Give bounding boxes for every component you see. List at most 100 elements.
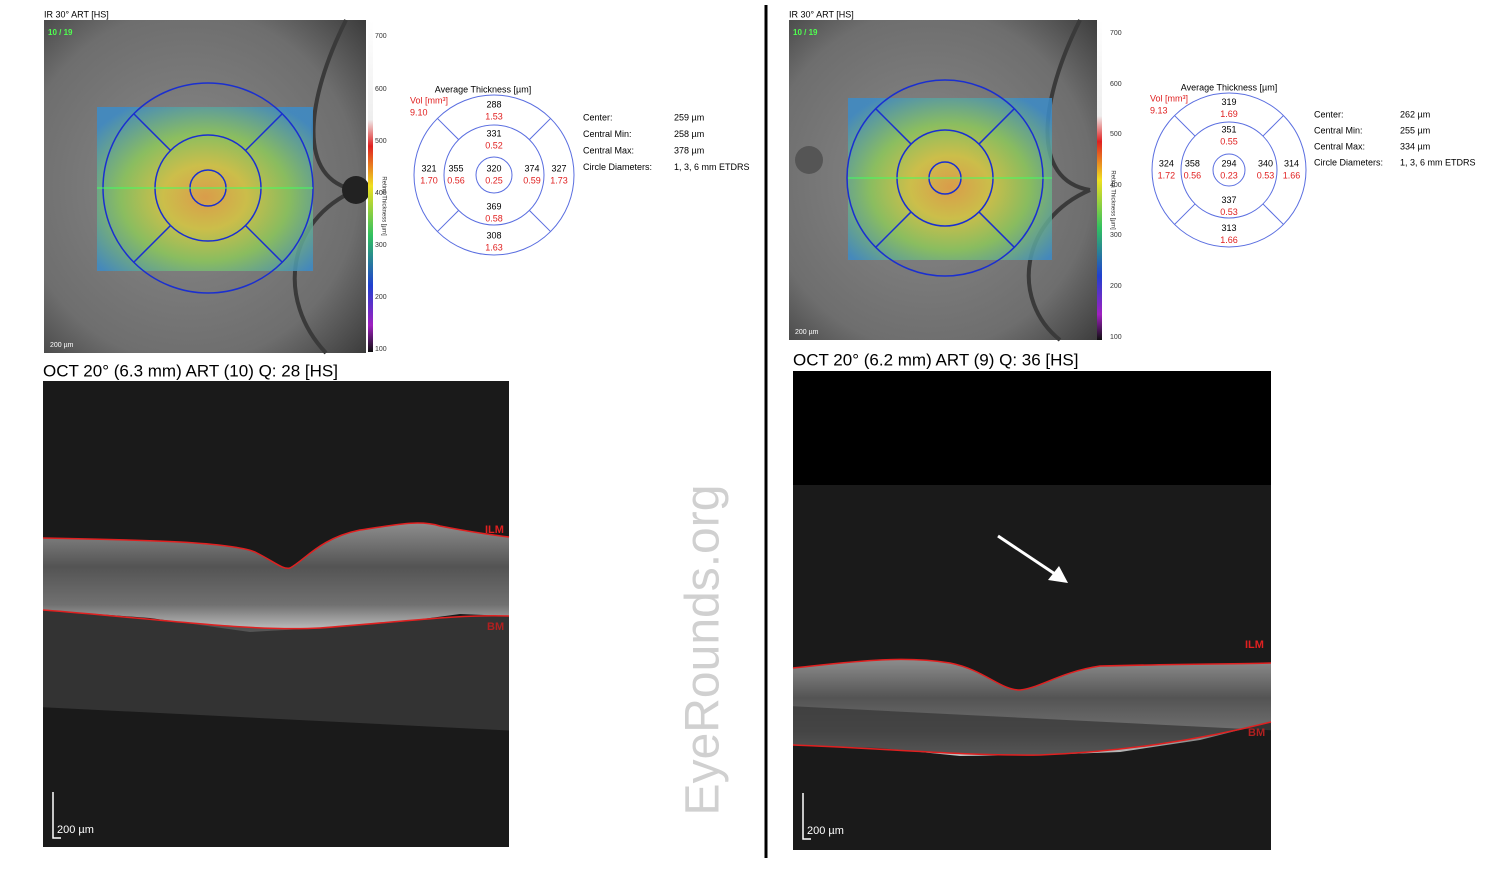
panel: IR 30° ART [HS] 10 / 19 200 µm 700 600 500 400… xyxy=(42,9,750,847)
stat-label: Circle Diameters: xyxy=(1314,157,1383,167)
stat-value: 262 µm xyxy=(1400,109,1430,119)
sector-volume: 1.66 xyxy=(1220,235,1238,245)
etdrs-chart-spoke xyxy=(1262,115,1284,137)
etdrs-chart-ring xyxy=(1151,92,1307,248)
sector-thickness: 374 xyxy=(524,163,539,173)
colorbar xyxy=(1097,20,1102,340)
etdrs-spoke xyxy=(875,211,912,248)
sector-thickness: 358 xyxy=(1185,158,1200,168)
sector-thickness: 294 xyxy=(1221,158,1236,168)
colorbar-tick: 200 xyxy=(375,294,387,301)
etdrs-chart-spoke xyxy=(1174,115,1196,137)
sector-volume: 1.53 xyxy=(485,111,503,121)
panel: IR 30° ART [HS] 10 / 19 200 µm 700 600 500 400… xyxy=(789,9,1476,850)
choroid xyxy=(793,706,1271,756)
thickness-title: Average Thickness [µm] xyxy=(1181,82,1277,92)
sector-volume: 0.56 xyxy=(1184,170,1202,180)
sector-volume: 1.69 xyxy=(1220,109,1238,119)
sector-thickness: 321 xyxy=(421,163,436,173)
stat-value: 1, 3, 6 mm ETDRS xyxy=(1400,157,1476,167)
arrow-head xyxy=(1048,566,1068,583)
sector-volume: 0.55 xyxy=(1220,137,1238,147)
etdrs-chart-spoke xyxy=(437,118,459,140)
thickness-overlay xyxy=(97,107,313,271)
etdrs-spoke xyxy=(244,224,283,263)
sector-thickness: 331 xyxy=(486,128,501,138)
etdrs-chart-spoke xyxy=(1262,203,1284,225)
etdrs-spoke xyxy=(133,224,172,263)
sector-thickness: 319 xyxy=(1221,97,1236,107)
sector-thickness: 314 xyxy=(1284,158,1299,168)
etdrs-spoke xyxy=(978,108,1015,145)
vol-label: Vol [mm³] xyxy=(1150,93,1188,103)
scale-bar xyxy=(802,793,811,840)
colorbar-tick: 500 xyxy=(375,138,387,145)
etdrs-chart-ring xyxy=(413,94,575,256)
etdrs-chart-spoke xyxy=(437,210,459,232)
stat-value: 1, 3, 6 mm ETDRS xyxy=(674,162,750,172)
thickness-title: Average Thickness [µm] xyxy=(435,84,531,94)
stat-label: Center: xyxy=(1314,109,1344,119)
sector-thickness: 308 xyxy=(486,230,501,240)
stat-value: 255 µm xyxy=(1400,125,1430,135)
etdrs-chart-ring xyxy=(1212,153,1246,187)
colorbar-tick: 300 xyxy=(375,242,387,249)
sector-volume: 0.23 xyxy=(1220,170,1238,180)
etdrs-chart-spoke xyxy=(1174,203,1196,225)
etdrs-chart-ring xyxy=(475,156,513,194)
bm-label: BM xyxy=(487,621,504,633)
optic-disc xyxy=(342,176,370,204)
optic-disc xyxy=(795,146,823,174)
stat-label: Central Max: xyxy=(1314,141,1365,151)
bm-line xyxy=(42,609,510,630)
stat-label: Circle Diameters: xyxy=(583,162,652,172)
stat-value: 334 µm xyxy=(1400,141,1430,151)
colorbar-tick: 100 xyxy=(375,346,387,353)
sector-volume: 0.56 xyxy=(447,175,465,185)
ir-label: IR 30° ART [HS] xyxy=(44,9,109,19)
colorbar xyxy=(368,20,373,352)
sector-volume: 1.70 xyxy=(420,175,438,185)
vol-total: 9.13 xyxy=(1150,105,1168,115)
oct-scale: 200 µm xyxy=(807,825,844,837)
frame-counter: 10 / 19 xyxy=(793,28,818,37)
ilm-line xyxy=(792,658,1272,691)
colorbar-tick: 700 xyxy=(1110,30,1122,37)
bm-label: BM xyxy=(1248,727,1265,739)
oct-scale: 200 µm xyxy=(57,824,94,836)
sector-thickness: 337 xyxy=(1221,195,1236,205)
frame-counter: 10 / 19 xyxy=(48,28,73,37)
stat-value: 378 µm xyxy=(674,145,704,155)
oct-title: OCT 20° (6.3 mm) ART (10) Q: 28 [HS] xyxy=(43,361,338,380)
colorbar-tick: 300 xyxy=(1110,232,1122,239)
ir-label: IR 30° ART [HS] xyxy=(789,9,854,19)
scale-bar xyxy=(52,792,61,839)
colorbar-tick: 600 xyxy=(1110,81,1122,88)
sector-thickness: 327 xyxy=(551,163,566,173)
oct-blank xyxy=(793,371,1271,485)
stat-label: Central Min: xyxy=(1314,125,1363,135)
sector-volume: 0.53 xyxy=(1257,170,1275,180)
watermark: EyeRounds.org xyxy=(677,485,730,816)
colorbar-label: Retina Thickness [µm] xyxy=(1109,170,1115,230)
colorbar-tick: 200 xyxy=(1110,283,1122,290)
sector-volume: 1.66 xyxy=(1283,170,1301,180)
arrow xyxy=(997,534,1059,578)
ilm-label: ILM xyxy=(485,524,504,536)
etdrs-spoke xyxy=(978,211,1015,248)
stat-value: 258 µm xyxy=(674,129,704,139)
sector-thickness: 351 xyxy=(1221,125,1236,135)
stat-value: 259 µm xyxy=(674,112,704,122)
colorbar-tick: 500 xyxy=(1110,131,1122,138)
sector-thickness: 313 xyxy=(1221,223,1236,233)
stat-label: Central Max: xyxy=(583,145,634,155)
etdrs-chart-ring xyxy=(443,124,545,226)
sector-thickness: 340 xyxy=(1258,158,1273,168)
sector-thickness: 355 xyxy=(448,163,463,173)
sector-thickness: 320 xyxy=(486,163,501,173)
colorbar-label: Retina Thickness [µm] xyxy=(380,176,386,236)
oct-title: OCT 20° (6.2 mm) ART (9) Q: 36 [HS] xyxy=(793,350,1079,369)
etdrs-chart-spoke xyxy=(529,118,551,140)
sector-volume: 0.52 xyxy=(485,140,503,150)
